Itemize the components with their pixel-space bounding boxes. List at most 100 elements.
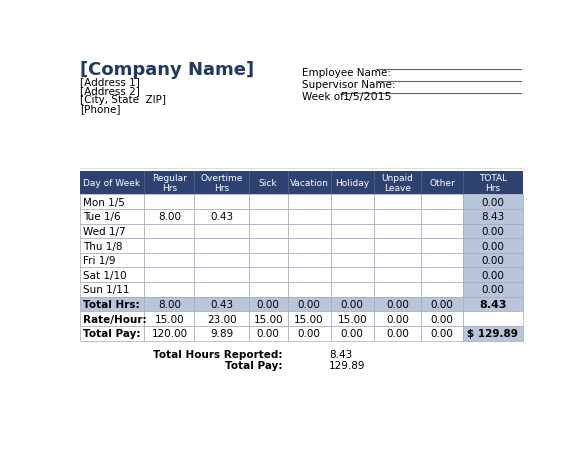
Text: Supervisor Name:: Supervisor Name:: [302, 80, 396, 90]
Text: 8.00: 8.00: [158, 299, 181, 309]
Bar: [463, 312, 523, 326]
Bar: [374, 239, 421, 253]
Bar: [374, 268, 421, 282]
Bar: [288, 297, 330, 312]
Text: Regular
Hrs: Regular Hrs: [152, 174, 187, 193]
Bar: [195, 268, 249, 282]
Text: 0.00: 0.00: [482, 241, 505, 251]
Bar: [374, 326, 421, 341]
Text: 8.00: 8.00: [158, 212, 181, 222]
Bar: [80, 312, 145, 326]
Text: Week of:: Week of:: [302, 92, 348, 102]
Text: 0.00: 0.00: [257, 299, 279, 309]
Bar: [463, 209, 523, 224]
Bar: [80, 195, 145, 209]
Bar: [195, 224, 249, 239]
Bar: [463, 282, 523, 297]
Bar: [374, 253, 421, 268]
Bar: [374, 282, 421, 297]
Text: [Address 2]: [Address 2]: [80, 86, 139, 96]
Bar: [374, 195, 421, 209]
Text: 1/5/2015: 1/5/2015: [342, 92, 392, 102]
Bar: [463, 253, 523, 268]
Bar: [249, 224, 288, 239]
Text: 0.00: 0.00: [386, 299, 409, 309]
Bar: [80, 239, 145, 253]
Text: 0.00: 0.00: [482, 197, 505, 207]
Bar: [249, 297, 288, 312]
Text: [City, State  ZIP]: [City, State ZIP]: [80, 95, 166, 105]
Bar: [330, 253, 374, 268]
Bar: [421, 282, 463, 297]
Bar: [288, 224, 330, 239]
Text: 120.00: 120.00: [151, 329, 188, 339]
Text: Sat 1/10: Sat 1/10: [83, 270, 126, 280]
Text: 0.00: 0.00: [482, 270, 505, 280]
Text: 15.00: 15.00: [295, 314, 324, 324]
Text: Thu 1/8: Thu 1/8: [83, 241, 122, 251]
Bar: [463, 239, 523, 253]
Bar: [330, 268, 374, 282]
Bar: [249, 195, 288, 209]
Text: TOTAL
Hrs: TOTAL Hrs: [479, 174, 507, 193]
Text: 0.43: 0.43: [210, 212, 233, 222]
Bar: [288, 282, 330, 297]
Bar: [195, 312, 249, 326]
Bar: [463, 326, 523, 341]
Text: 0.00: 0.00: [341, 329, 363, 339]
Text: Holiday: Holiday: [335, 179, 369, 188]
Bar: [195, 282, 249, 297]
Bar: [249, 312, 288, 326]
Bar: [249, 326, 288, 341]
Text: 0.00: 0.00: [341, 299, 363, 309]
Bar: [330, 326, 374, 341]
Text: [Address 1]: [Address 1]: [80, 77, 139, 87]
Bar: [145, 209, 195, 224]
Bar: [195, 239, 249, 253]
Bar: [421, 297, 463, 312]
Bar: [421, 312, 463, 326]
Bar: [145, 239, 195, 253]
Text: 15.00: 15.00: [253, 314, 283, 324]
Text: 0.00: 0.00: [482, 285, 505, 295]
Bar: [249, 209, 288, 224]
Text: 0.00: 0.00: [482, 226, 505, 236]
Bar: [80, 282, 145, 297]
Bar: [330, 195, 374, 209]
Bar: [330, 282, 374, 297]
Text: 0.00: 0.00: [298, 299, 320, 309]
Text: $ 129.89: $ 129.89: [467, 329, 518, 339]
Text: Employee Name:: Employee Name:: [302, 67, 391, 78]
Bar: [288, 253, 330, 268]
Text: 15.00: 15.00: [155, 314, 184, 324]
Text: Sick: Sick: [259, 179, 278, 188]
Bar: [195, 209, 249, 224]
Bar: [421, 268, 463, 282]
Bar: [288, 312, 330, 326]
Text: Other: Other: [429, 179, 455, 188]
Bar: [80, 172, 523, 195]
Bar: [288, 268, 330, 282]
Bar: [288, 326, 330, 341]
Text: Fri 1/9: Fri 1/9: [83, 256, 115, 266]
Text: Tue 1/6: Tue 1/6: [83, 212, 121, 222]
Bar: [330, 297, 374, 312]
Text: 0.00: 0.00: [430, 329, 453, 339]
Text: [Phone]: [Phone]: [80, 104, 120, 114]
Bar: [145, 312, 195, 326]
Bar: [421, 224, 463, 239]
Text: 0.00: 0.00: [430, 314, 453, 324]
Bar: [374, 224, 421, 239]
Text: 0.00: 0.00: [257, 329, 279, 339]
Text: 0.00: 0.00: [298, 329, 320, 339]
Bar: [80, 224, 145, 239]
Bar: [145, 297, 195, 312]
Text: Overtime
Hrs: Overtime Hrs: [201, 174, 243, 193]
Text: [Company Name]: [Company Name]: [80, 61, 254, 78]
Bar: [421, 209, 463, 224]
Text: Total Pay:: Total Pay:: [83, 329, 141, 339]
Text: 0.43: 0.43: [210, 299, 233, 309]
Text: 0.00: 0.00: [482, 256, 505, 266]
Bar: [80, 253, 145, 268]
Text: Total Pay:: Total Pay:: [225, 360, 283, 369]
